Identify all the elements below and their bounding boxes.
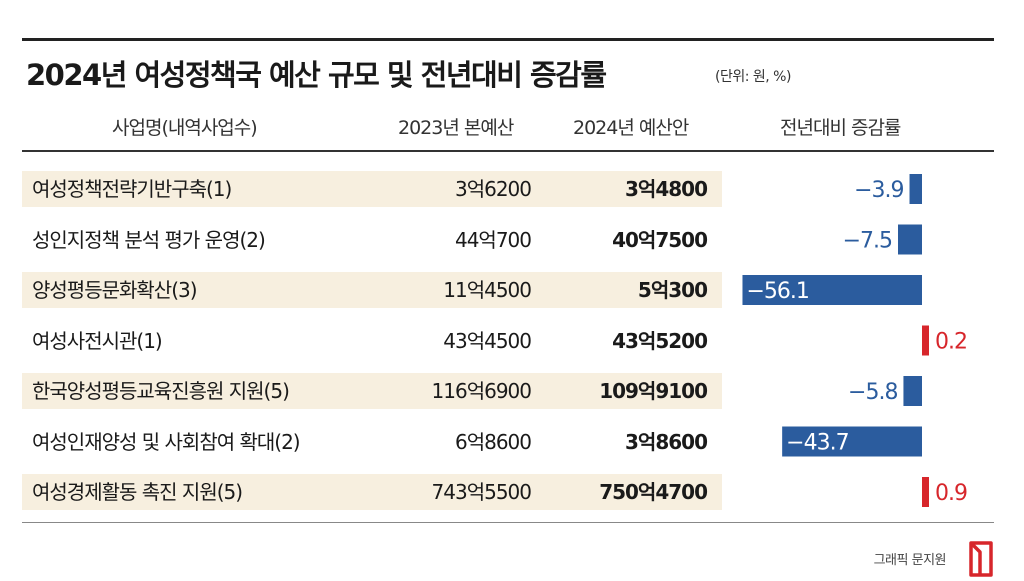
row-budget-2023: 6억8600 bbox=[454, 429, 532, 454]
row-budget-2023: 43억4500 bbox=[443, 328, 532, 353]
change-bar bbox=[782, 426, 922, 457]
header-rule bbox=[22, 150, 994, 152]
header-name: 사업명(내역사업수) bbox=[112, 117, 258, 139]
header-change: 전년대비 증감률 bbox=[780, 117, 901, 139]
change-bar bbox=[909, 174, 922, 204]
publisher-logo-icon bbox=[969, 541, 993, 577]
change-value-label: 0.9 bbox=[935, 481, 967, 506]
row-budget-2023: 44억700 bbox=[454, 227, 532, 252]
row-budget-2024: 3억8600 bbox=[625, 429, 708, 454]
row-name: 성인지정책 분석 평가 운영(2) bbox=[32, 227, 266, 252]
change-bar bbox=[903, 376, 922, 406]
header-2024: 2024년 예산안 bbox=[573, 117, 689, 139]
row-name: 여성사전시관(1) bbox=[32, 328, 163, 353]
row-background bbox=[22, 373, 722, 409]
chart-title: 2024년 여성정책국 예산 규모 및 전년대비 증감률 bbox=[26, 58, 607, 92]
row-budget-2024: 5억300 bbox=[637, 278, 708, 302]
top-rule bbox=[22, 38, 994, 41]
change-value-label: −3.9 bbox=[854, 178, 903, 203]
row-budget-2023: 116억6900 bbox=[431, 379, 532, 403]
change-bar bbox=[898, 224, 922, 255]
row-budget-2024: 40억7500 bbox=[612, 227, 708, 252]
change-value-label: −43.7 bbox=[786, 431, 848, 456]
unit-label: (단위: 원, %) bbox=[715, 69, 791, 85]
header-2023: 2023년 본예산 bbox=[398, 117, 514, 139]
row-budget-2024: 43억5200 bbox=[612, 328, 708, 353]
change-bar bbox=[922, 325, 929, 356]
row-name: 한국양성평등교육진흥원 지원(5) bbox=[32, 379, 290, 403]
row-background bbox=[22, 171, 722, 207]
change-bar bbox=[742, 275, 922, 305]
change-value-label: −7.5 bbox=[843, 229, 892, 254]
row-name: 여성인재양성 및 사회참여 확대(2) bbox=[32, 429, 301, 454]
row-budget-2023: 11억4500 bbox=[443, 278, 532, 302]
row-name: 여성경제활동 촉진 지원(5) bbox=[32, 480, 243, 504]
row-budget-2023: 3억6200 bbox=[454, 177, 532, 201]
change-value-label: −56.1 bbox=[746, 279, 808, 304]
row-budget-2024: 750억4700 bbox=[599, 480, 708, 504]
graphic-credit: 그래픽 문지원 bbox=[873, 553, 947, 568]
change-bar bbox=[922, 477, 929, 507]
row-name: 여성정책전략기반구축(1) bbox=[32, 177, 232, 201]
row-budget-2023: 743억5500 bbox=[431, 480, 532, 504]
change-value-label: −5.8 bbox=[848, 380, 897, 405]
row-budget-2024: 109억9100 bbox=[599, 379, 708, 403]
row-background bbox=[22, 474, 722, 510]
bottom-rule bbox=[22, 522, 994, 523]
row-budget-2024: 3억4800 bbox=[625, 177, 708, 201]
row-background bbox=[22, 272, 722, 308]
change-value-label: 0.2 bbox=[935, 330, 967, 355]
row-name: 양성평등문화확산(3) bbox=[32, 278, 198, 302]
